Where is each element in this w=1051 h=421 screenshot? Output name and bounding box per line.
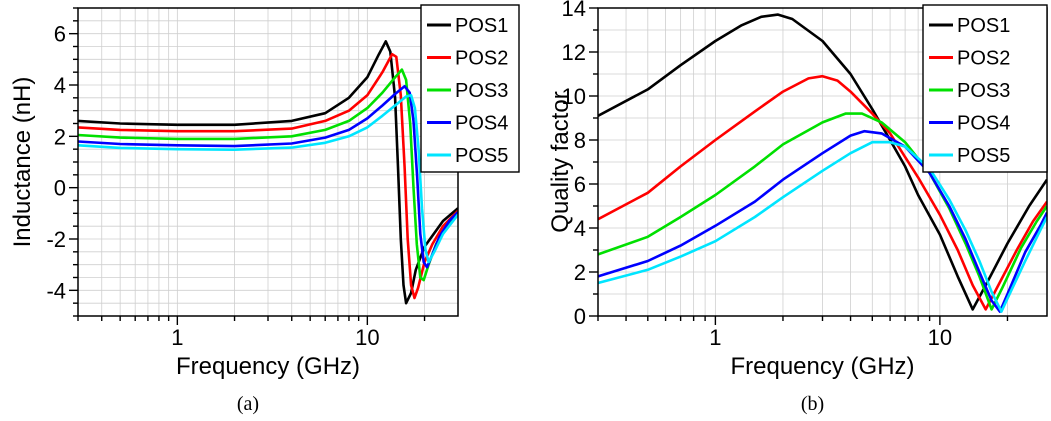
legend-label: POS1 bbox=[957, 15, 1010, 37]
grid bbox=[77, 8, 458, 316]
legend-label: POS5 bbox=[455, 145, 508, 167]
legend: POS1 POS2 POS3 POS4 POS5 bbox=[420, 4, 520, 173]
y-tick-label: 4 bbox=[54, 73, 66, 98]
x-tick-label: 10 bbox=[355, 325, 379, 350]
legend-label: POS3 bbox=[957, 80, 1010, 102]
series-line-pos2 bbox=[78, 52, 458, 300]
y-tick-label: -4 bbox=[46, 278, 66, 303]
legend-label: POS5 bbox=[957, 145, 1010, 167]
chart-panel-b: 1 10 0 2 4 6 8 10 12 14 Frequency (GHz) Quality f… bbox=[547, 0, 1048, 415]
x-tick-label: 10 bbox=[928, 325, 952, 350]
series-line-pos3 bbox=[78, 68, 458, 282]
plot-lines bbox=[78, 40, 458, 305]
y-tick-label: 2 bbox=[54, 124, 66, 149]
y-tick-label: 4 bbox=[574, 216, 586, 241]
x-axis-title: Frequency (GHz) bbox=[176, 353, 360, 380]
x-tick-label: 1 bbox=[171, 325, 183, 350]
legend-label: POS2 bbox=[455, 48, 508, 70]
legend-label: POS4 bbox=[455, 113, 508, 135]
panel-caption: (b) bbox=[801, 393, 824, 415]
y-tick-label: 0 bbox=[574, 304, 586, 329]
axis-ticks: 1 10 0 2 4 6 8 10 12 14 bbox=[562, 0, 1009, 350]
series-line-pos1 bbox=[78, 40, 458, 305]
y-tick-label: 2 bbox=[574, 260, 586, 285]
legend-item-pos2: POS2 bbox=[427, 48, 508, 70]
y-tick-label: 6 bbox=[574, 172, 586, 197]
legend-item-pos2: POS2 bbox=[929, 48, 1010, 70]
legend-item-pos1: POS1 bbox=[427, 15, 508, 37]
y-tick-label: 10 bbox=[562, 84, 586, 109]
legend: POS1 POS2 POS3 POS4 POS5 bbox=[922, 4, 1048, 173]
axis-ticks: 1 10 6 4 2 0 -2 -4 bbox=[46, 7, 426, 350]
y-axis-title: Inductance (nH) bbox=[9, 77, 36, 248]
panel-caption: (a) bbox=[237, 393, 259, 415]
legend-item-pos3: POS3 bbox=[427, 80, 508, 102]
legend-item-pos4: POS4 bbox=[427, 113, 508, 135]
legend-label: POS1 bbox=[455, 15, 508, 37]
legend-label: POS2 bbox=[957, 48, 1010, 70]
legend-item-pos4: POS4 bbox=[929, 113, 1010, 135]
y-axis-title: Quality factor bbox=[547, 91, 574, 232]
series-line-pos5 bbox=[78, 94, 458, 264]
series-line-pos5 bbox=[598, 140, 1047, 313]
y-tick-label: 14 bbox=[562, 0, 586, 21]
chart-panel-a: 1 10 6 4 2 0 -2 -4 Frequency (GHz) Inductance (… bbox=[9, 4, 520, 415]
legend-item-pos5: POS5 bbox=[929, 145, 1010, 167]
y-tick-label: 8 bbox=[574, 128, 586, 153]
legend-item-pos1: POS1 bbox=[929, 15, 1010, 37]
y-tick-label: -2 bbox=[46, 227, 66, 252]
y-tick-label: 0 bbox=[54, 176, 66, 201]
y-tick-label: 6 bbox=[54, 22, 66, 47]
legend-item-pos5: POS5 bbox=[427, 145, 508, 167]
series-line-pos1 bbox=[598, 13, 1047, 311]
plot-lines bbox=[598, 13, 1047, 313]
legend-label: POS4 bbox=[957, 113, 1010, 135]
series-line-pos3 bbox=[598, 112, 1047, 311]
legend-label: POS3 bbox=[455, 80, 508, 102]
y-tick-label: 12 bbox=[562, 40, 586, 65]
x-axis-title: Frequency (GHz) bbox=[730, 353, 914, 380]
legend-item-pos3: POS3 bbox=[929, 80, 1010, 102]
x-tick-label: 1 bbox=[709, 325, 721, 350]
